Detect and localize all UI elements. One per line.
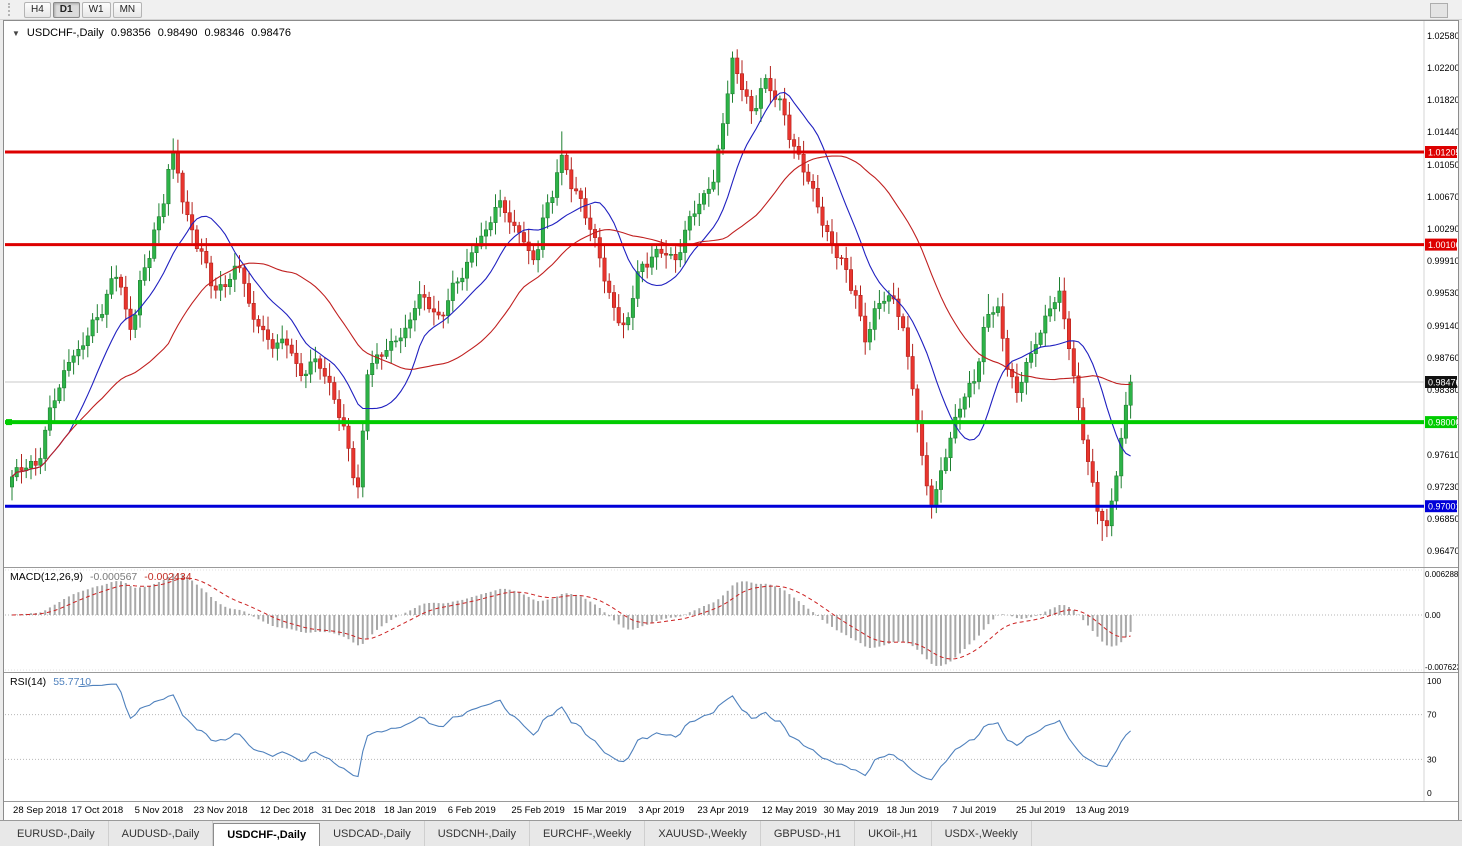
chart-tab-ukoil-h1[interactable]: UKOil-,H1	[855, 821, 932, 846]
timeframe-button-mn[interactable]: MN	[112, 1, 143, 18]
chart-window: ▼ USDCHF-,Daily 0.98356 0.98490 0.98346 …	[3, 20, 1459, 820]
time-axis[interactable]: 28 Sep 2018 17 Oct 2018 5 Nov 2018 23 Nov 2…	[4, 801, 1458, 820]
timeframe-buttons-group: H4 D1 W1 MN	[24, 1, 144, 18]
macd-label: MACD(12,26,9) -0.000567 -0.002434	[10, 571, 192, 583]
time-label: 25 Jul 2019	[1016, 805, 1066, 816]
panel-splitter[interactable]	[4, 672, 1458, 673]
symbol-name: USDCHF-,Daily	[26, 27, 104, 39]
chart-tabs-bar: EURUSD-,Daily AUDUSD-,Daily USDCHF-,Daily U…	[0, 820, 1462, 846]
svg-text:0.96850: 0.96850	[1427, 514, 1458, 524]
svg-text:0: 0	[1427, 788, 1432, 798]
rsi-label: RSI(14) 55.7710	[10, 676, 91, 688]
svg-text:0.96470: 0.96470	[1427, 546, 1458, 556]
chart-tab-usdx-weekly[interactable]: USDX-,Weekly	[932, 821, 1032, 846]
ohlc-low: 0.98346	[204, 27, 245, 39]
time-label: 31 Dec 2018	[321, 805, 376, 816]
svg-text:0.97230: 0.97230	[1427, 482, 1458, 492]
time-label: 23 Apr 2019	[697, 805, 749, 816]
time-label: 13 Aug 2019	[1075, 805, 1129, 816]
time-label: 18 Jun 2019	[886, 805, 939, 816]
svg-text:0.99910: 0.99910	[1427, 256, 1458, 266]
svg-text:0.0062886: 0.0062886	[1425, 570, 1458, 579]
symbol-ohlc-label: ▼ USDCHF-,Daily 0.98356 0.98490 0.98346 …	[12, 27, 291, 39]
time-label: 15 Mar 2019	[573, 805, 627, 816]
svg-text:1.02580: 1.02580	[1427, 31, 1458, 41]
toolbar-grip[interactable]	[8, 3, 14, 16]
svg-text:0.00: 0.00	[1425, 611, 1441, 620]
rsi-value: 55.7710	[53, 676, 92, 688]
rsi-panel[interactable]: RSI(14) 55.7710 100 70 30 0	[4, 673, 1458, 801]
svg-text:1.01440: 1.01440	[1427, 127, 1458, 137]
chart-tab-eurchf-weekly[interactable]: EURCHF-,Weekly	[530, 821, 646, 846]
price-chart-canvas[interactable]: 1.02580 1.02200 1.01820 1.01440 1.01050 1.006…	[4, 21, 1458, 567]
chart-tab-usdcnh-daily[interactable]: USDCNH-,Daily	[425, 821, 530, 846]
svg-text:1.00670: 1.00670	[1427, 192, 1458, 202]
svg-text:0.98476: 0.98476	[1428, 378, 1458, 388]
macd-main-value: -0.000567	[89, 571, 138, 583]
time-label: 12 May 2019	[761, 805, 817, 816]
macd-canvas[interactable]: 0.0062886 0.00 -0.0076236	[4, 568, 1458, 672]
time-label: 6 Feb 2019	[447, 805, 496, 816]
svg-text:1.00290: 1.00290	[1427, 224, 1458, 234]
time-label: 3 Apr 2019	[638, 805, 685, 816]
rsi-name: RSI(14)	[10, 676, 47, 688]
chart-tab-usdchf-daily[interactable]: USDCHF-,Daily	[213, 823, 321, 846]
svg-text:0.97610: 0.97610	[1427, 450, 1458, 460]
toolbar-overflow-button[interactable]	[1430, 3, 1448, 18]
time-label: 18 Jan 2019	[384, 805, 437, 816]
time-label: 25 Feb 2019	[511, 805, 565, 816]
svg-text:0.99530: 0.99530	[1427, 288, 1458, 298]
ohlc-close: 0.98476	[251, 27, 291, 39]
macd-name: MACD(12,26,9)	[10, 571, 83, 583]
rsi-canvas[interactable]: 100 70 30 0	[4, 673, 1458, 801]
svg-text:0.97001: 0.97001	[1428, 502, 1458, 512]
chart-tab-eurusd-daily[interactable]: EURUSD-,Daily	[4, 821, 109, 846]
svg-text:1.02200: 1.02200	[1427, 63, 1458, 73]
svg-text:-0.0076236: -0.0076236	[1425, 663, 1458, 672]
macd-panel[interactable]: MACD(12,26,9) -0.000567 -0.002434 0.0062…	[4, 568, 1458, 672]
time-label: 30 May 2019	[823, 805, 879, 816]
svg-text:0.98760: 0.98760	[1427, 353, 1458, 363]
svg-text:70: 70	[1427, 710, 1437, 720]
chart-tab-xauusd-weekly[interactable]: XAUUSD-,Weekly	[645, 821, 761, 846]
time-label: 17 Oct 2018	[71, 805, 124, 816]
time-label: 7 Jul 2019	[952, 805, 997, 816]
svg-text:0.98380: 0.98380	[1427, 385, 1458, 395]
chart-tab-gbpusd-h1[interactable]: GBPUSD-,H1	[761, 821, 856, 846]
chart-tab-usdcad-daily[interactable]: USDCAD-,Daily	[320, 821, 425, 846]
timeframe-button-h4[interactable]: H4	[24, 1, 51, 18]
ohlc-open: 0.98356	[110, 27, 151, 39]
collapse-arrow-icon[interactable]: ▼	[12, 28, 20, 38]
time-label: 28 Sep 2018	[13, 805, 67, 816]
svg-text:1.00106: 1.00106	[1428, 240, 1458, 250]
svg-text:0.98000: 0.98000	[1428, 418, 1458, 428]
price-chart-panel[interactable]: ▼ USDCHF-,Daily 0.98356 0.98490 0.98346 …	[4, 21, 1458, 567]
chart-tab-audusd-daily[interactable]: AUDUSD-,Daily	[109, 821, 214, 846]
ohlc-high: 0.98490	[157, 27, 198, 39]
panel-splitter[interactable]	[4, 567, 1458, 568]
svg-text:1.01820: 1.01820	[1427, 95, 1458, 105]
svg-text:30: 30	[1427, 754, 1437, 764]
timeframe-toolbar: H4 D1 W1 MN	[0, 0, 1462, 20]
time-label: 12 Dec 2018	[259, 805, 314, 816]
svg-text:1.01205: 1.01205	[1428, 148, 1458, 158]
time-label: 23 Nov 2018	[193, 805, 248, 816]
time-label: 5 Nov 2018	[134, 805, 184, 816]
timeframe-button-d1[interactable]: D1	[52, 1, 80, 18]
svg-text:1.01050: 1.01050	[1427, 160, 1458, 170]
svg-text:100: 100	[1427, 676, 1441, 686]
timeframe-button-w1[interactable]: W1	[81, 1, 111, 18]
macd-signal-value: -0.002434	[144, 571, 192, 583]
svg-text:0.99140: 0.99140	[1427, 321, 1458, 331]
